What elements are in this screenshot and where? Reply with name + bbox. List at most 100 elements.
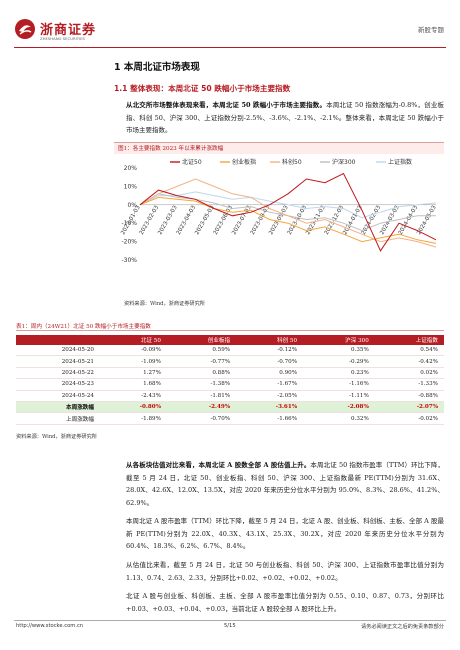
table-caption-divider: [16, 330, 444, 331]
table-header-cell: 北证 50: [100, 335, 167, 345]
table-cell: -0.70%: [236, 355, 304, 368]
row-date: 本周涨跌幅: [16, 401, 100, 414]
legend-label: 沪深300: [332, 158, 356, 166]
paragraph-valuation: 从各板块估值对比来看，本周北证 A 股数全部 A 股估值上升。本周北证 50 指…: [126, 459, 444, 509]
table-row: 2024-05-21 -1.09% -0.77% -0.70% -0.29% -…: [16, 355, 444, 368]
table-cell: -0.77%: [166, 355, 237, 368]
paragraph-pe: 本周北证 A 股市盈率（TTM）环比下降，截至 5 月 24 日，北证 A 股、…: [126, 517, 444, 550]
table-cell: -1.33%: [374, 378, 444, 391]
table-cell: 0.23%: [303, 367, 375, 380]
row-date: 2024-05-24: [16, 390, 100, 402]
table-row: 2024-05-24 -2.43% -1.81% -2.05% -1.11% -…: [16, 390, 444, 402]
table-row: 2024-05-23 1.68% -1.38% -1.67% -1.16% -1…: [16, 378, 444, 391]
table-cell: -0.42%: [374, 355, 444, 368]
doc-type-label: 新股专题: [418, 26, 444, 34]
brand-name: 浙商证券: [40, 23, 97, 38]
legend-label: 北证50: [182, 158, 202, 166]
table-header-cell: 上证指数: [374, 335, 444, 345]
y-tick-label: 20%: [124, 165, 138, 172]
table-cell: -1.11%: [303, 390, 375, 402]
table-header-blank: [16, 335, 100, 345]
table-cell: -2.49%: [166, 401, 237, 414]
table-cell: -2.05%: [236, 390, 304, 402]
table-cell: -1.81%: [166, 390, 237, 402]
y-tick-label: -10%: [121, 220, 137, 227]
series-line: [139, 191, 437, 219]
footer-disclaimer: 请务必阅读正文之后的免责条款部分: [360, 624, 444, 630]
table-cell: 0.35%: [303, 345, 375, 357]
paragraph-lead: 从各板块估值对比来看，本周北证 A 股数全部 A 股估值上升。: [126, 461, 311, 469]
row-date: 2024-05-20: [16, 345, 100, 357]
table-row: 2024-05-22 1.27% 0.88% 0.90% 0.23% 0.02%: [16, 367, 444, 380]
y-axis: 20% 10% 0% -10% -20% -30%: [121, 165, 137, 264]
table-row-last-week: 上周涨跌幅 -1.89% -0.70% -1.66% 0.32% -0.02%: [16, 412, 444, 425]
table-cell: 0.90%: [236, 367, 304, 380]
brand-name-en: ZHESHANG SECURITIES: [40, 36, 85, 41]
legend-label: 创业板指: [232, 158, 256, 166]
figure-source: 资料来源：Wind，浙商证券研究所: [124, 301, 205, 307]
footer-url[interactable]: http://www.stocke.com.cn: [16, 623, 84, 629]
table-cell: 0.32%: [303, 412, 375, 425]
table-cell: -1.09%: [100, 355, 167, 368]
index-return-chart: 20%10%0%-10%-20%-30% 2023-01-032023-02-0…: [120, 158, 438, 264]
table-cell: 1.27%: [100, 367, 167, 380]
table-source: 资料来源：Wind，浙商证券研究所: [16, 434, 97, 440]
table-header-row: 北证 50 创业板指 科创 50 沪深 300 上证指数: [16, 335, 444, 345]
table-header-cell: 沪深 300: [303, 335, 375, 345]
section-title: 1 本周北证市场表现: [114, 62, 200, 73]
paragraph-ratio-boards: 北证 A 股与创业板、科创板、主板、全部 A 股市盈率比值分别为 0.55、0.…: [126, 592, 444, 613]
y-tick-label: 0%: [127, 202, 137, 209]
legend-label: 科创50: [282, 158, 302, 166]
table-row: 2024-05-20 -0.09% 0.59% -0.12% 0.35% 0.5…: [16, 345, 444, 357]
paragraph-overall: 从北交所市场整体表现来看，本周北证 50 跌幅小于市场主要指数。本周北证 50 …: [126, 99, 444, 137]
table-cell: -3.61%: [236, 401, 304, 414]
figure-caption: 图1：各主要指数 2023 年以来累计涨跌幅: [118, 146, 224, 152]
table-cell: -2.08%: [303, 401, 375, 414]
row-date: 2024-05-23: [16, 378, 100, 391]
table-cell: -0.29%: [303, 355, 375, 368]
table-header-cell: 创业板指: [166, 335, 237, 345]
table-cell: 0.88%: [166, 367, 237, 380]
row-date: 上周涨跌幅: [16, 412, 100, 425]
paragraph-ratio: 从估值比来看，截至 5 月 24 日，北证 50 与创业板指、科创 50、沪深 …: [126, 561, 444, 582]
y-tick-label: -30%: [121, 257, 137, 264]
brand-logo: 浙商证券 ZHESHANG SECURITIES: [14, 18, 144, 48]
table-cell: -0.88%: [374, 390, 444, 402]
brand-mark-icon: [15, 19, 35, 39]
table-cell: -1.89%: [100, 412, 167, 425]
paragraph-body: 本周北证 50 指数涨幅为-0.8%，创业板指、科创 50、沪深 300、上证指…: [126, 101, 444, 134]
series-line: [139, 172, 437, 252]
page-number: 5/15: [224, 623, 236, 629]
subsection-title: 1.1 整体表现：本周北证 50 跌幅小于市场主要指数: [114, 84, 291, 93]
chart-legend: 北证50 创业板指 科创50 沪深300 上证指数: [170, 158, 412, 166]
table-cell: 0.54%: [374, 345, 444, 357]
paragraph-body: 本周北证 50 指数市盈率（TTM）环比下降，截至 5 月 24 日，北证 50…: [126, 461, 444, 507]
table-row-this-week: 本周涨跌幅 -0.80% -2.49% -3.61% -2.08% -2.07%: [16, 401, 444, 414]
table-cell: 0.02%: [374, 367, 444, 380]
table-caption: 表1：周内（24W21）北证 50 跌幅小于市场主要指数: [16, 324, 151, 330]
series-lines: [139, 172, 437, 252]
legend-label: 上证指数: [388, 158, 412, 166]
header-divider: [14, 47, 446, 49]
table-cell: -0.02%: [374, 412, 444, 425]
figure-caption-bar: 图1：各主要指数 2023 年以来累计涨跌幅: [114, 142, 444, 154]
index-change-table: 北证 50 创业板指 科创 50 沪深 300 上证指数 2024-05-20 …: [16, 335, 444, 425]
series-line: [139, 196, 437, 244]
footer-divider: [14, 620, 446, 621]
table-cell: -0.12%: [236, 345, 304, 357]
row-date: 2024-05-22: [16, 367, 100, 380]
table-cell: 1.68%: [100, 378, 167, 391]
y-tick-label: -20%: [121, 239, 137, 246]
table-cell: -2.07%: [374, 401, 444, 414]
table-header-cell: 科创 50: [236, 335, 304, 345]
table-cell: -2.43%: [100, 390, 167, 402]
table-cell: -0.09%: [100, 345, 167, 357]
table-cell: -0.70%: [166, 412, 237, 425]
y-tick-label: 10%: [124, 183, 138, 190]
table-cell: -1.16%: [303, 378, 375, 391]
series-line: [139, 178, 437, 248]
table-cell: -1.66%: [236, 412, 304, 425]
table-cell: -1.38%: [166, 378, 237, 391]
table-cell: -0.80%: [100, 401, 167, 414]
row-date: 2024-05-21: [16, 355, 100, 368]
